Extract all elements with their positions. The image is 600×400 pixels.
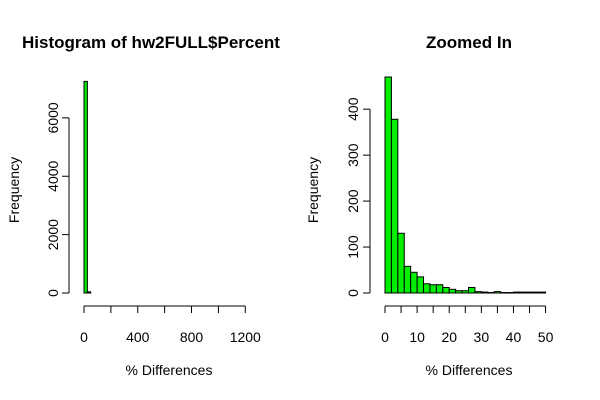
bars-group xyxy=(384,76,547,294)
histogram-bar xyxy=(397,232,405,294)
histogram-bar xyxy=(512,291,521,294)
histogram-bar xyxy=(519,291,527,294)
x-tick-label: 40 xyxy=(506,329,522,345)
histogram-bar xyxy=(532,291,540,294)
histogram-bar xyxy=(474,291,482,294)
y-tick-label: 4000 xyxy=(45,160,61,191)
histogram-bar xyxy=(83,80,88,294)
histogram-bar xyxy=(448,288,457,294)
y-axis: 0 2000 4000 6000 xyxy=(45,102,70,297)
histogram-bar xyxy=(538,291,547,294)
x-axis-label: % Differences xyxy=(126,362,213,378)
x-axis-label: % Differences xyxy=(426,362,513,378)
x-tick-label: 0 xyxy=(80,329,88,345)
y-axis: 0 100 200 300 400 xyxy=(345,97,371,297)
histogram-panel-full: Histogram of hw2FULL$Percent % Differenc… xyxy=(6,33,280,378)
y-tick-label: 400 xyxy=(345,97,361,121)
y-axis-label: Frequency xyxy=(305,157,321,223)
histogram-bar xyxy=(390,118,399,294)
histogram-bar xyxy=(468,286,476,294)
histogram-bar xyxy=(480,291,489,294)
y-tick-label: 2000 xyxy=(45,219,61,250)
y-tick-label: 200 xyxy=(345,189,361,213)
y-tick-label: 300 xyxy=(345,143,361,167)
histogram-bar xyxy=(455,290,463,294)
y-tick-label: 0 xyxy=(45,289,61,297)
histogram-bar xyxy=(416,276,425,294)
bars-group xyxy=(83,80,92,294)
x-tick-label: 400 xyxy=(126,329,150,345)
x-tick-label: 50 xyxy=(538,329,554,345)
histogram-bar xyxy=(506,292,514,294)
x-tick-label: 20 xyxy=(441,329,457,345)
histogram-bar xyxy=(487,292,495,294)
y-tick-label: 100 xyxy=(345,235,361,259)
histogram-bar xyxy=(384,76,392,294)
y-axis-label: Frequency xyxy=(6,157,22,223)
x-tick-label: 10 xyxy=(409,329,425,345)
x-tick-label: 1200 xyxy=(230,329,261,345)
histogram-bar xyxy=(493,291,502,294)
chart-title: Histogram of hw2FULL$Percent xyxy=(22,33,280,52)
histogram-bar xyxy=(435,284,444,294)
histogram-bar xyxy=(423,283,431,294)
histogram-bar xyxy=(403,265,412,294)
histogram-bar xyxy=(429,284,437,294)
y-tick-label: 0 xyxy=(345,289,361,297)
y-tick-label: 6000 xyxy=(45,102,61,133)
x-axis: 0 10 20 30 40 50 xyxy=(381,305,554,345)
histogram-panel-zoomed: Zoomed In % Differences Frequency 0 10 20 3… xyxy=(305,33,554,378)
histogram-bar xyxy=(442,286,450,294)
chart-title: Zoomed In xyxy=(426,33,512,52)
x-tick-label: 800 xyxy=(180,329,204,345)
x-tick-label: 0 xyxy=(381,329,389,345)
histogram-bar xyxy=(525,291,534,294)
histogram-bar xyxy=(410,271,418,294)
histogram-bar xyxy=(86,291,92,294)
x-tick-label: 30 xyxy=(474,329,490,345)
x-axis: 0 400 800 1200 xyxy=(80,305,261,345)
histogram-bar xyxy=(500,292,508,294)
histogram-bar xyxy=(461,290,469,294)
